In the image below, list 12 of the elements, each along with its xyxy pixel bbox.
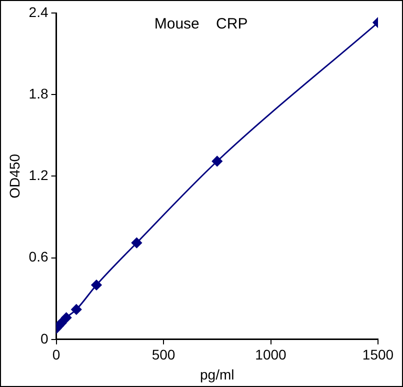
x-tick-label: 1500 <box>362 346 394 363</box>
y-tick-label: 2.4 <box>28 4 48 20</box>
y-tick-label: 1.8 <box>28 85 48 102</box>
x-axis-title: pg/ml <box>200 366 234 382</box>
y-tick-label: 0.6 <box>28 248 48 265</box>
x-tick-label: 0 <box>52 346 60 363</box>
y-tick-label: 1.2 <box>28 167 48 184</box>
y-axis-title: OD450 <box>6 154 22 198</box>
y-tick-label: 0 <box>40 330 48 346</box>
x-tick-label: 1000 <box>255 346 287 363</box>
chart-title: Mouse CRP <box>154 16 248 33</box>
x-tick-label: 500 <box>152 346 176 363</box>
